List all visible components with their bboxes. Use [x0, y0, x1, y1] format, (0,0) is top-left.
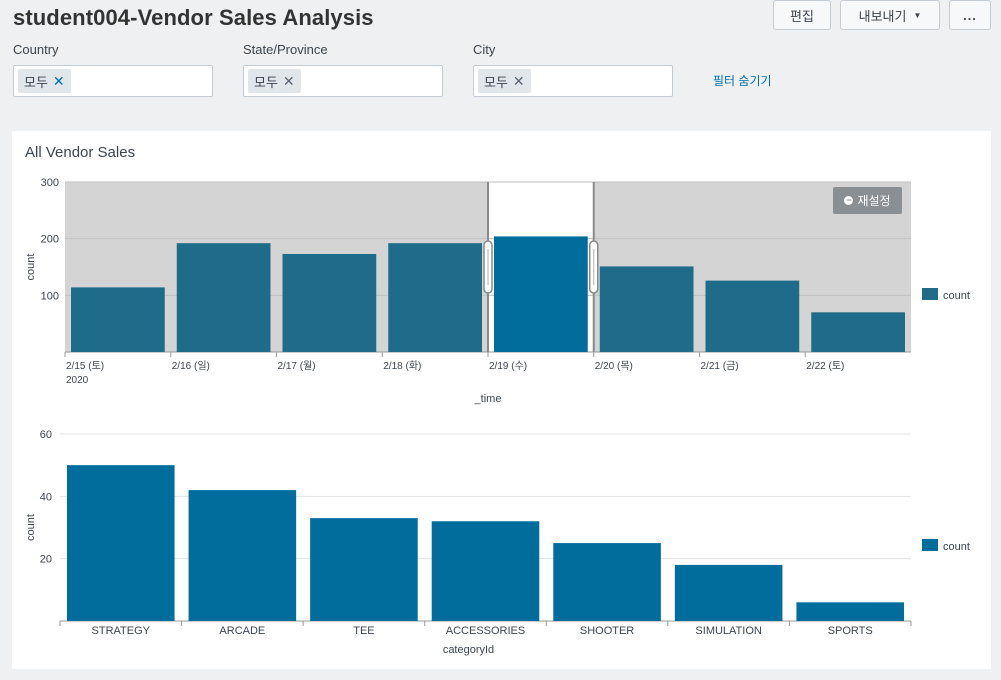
state-filter-input[interactable]: 모두 ✕ — [243, 65, 443, 97]
edit-button[interactable]: 편집 — [773, 0, 831, 30]
country-filter-input[interactable]: 모두 ✕ — [13, 65, 213, 97]
country-filter-token: 모두 ✕ — [18, 69, 71, 93]
remove-token-icon[interactable]: ✕ — [282, 72, 295, 89]
state-filter-token: 모두 ✕ — [248, 69, 301, 93]
charts-area: 100 200 300 2/15 (토) 2/16 (일) 2/17 (월) 2/18 (화… — [25, 177, 970, 656]
y-axis-title: count — [25, 254, 37, 281]
bar — [388, 243, 482, 352]
country-token-label: 모두 — [24, 74, 48, 90]
reset-selection-button[interactable]: − 재설정 — [833, 187, 902, 214]
more-button[interactable]: ... — [949, 0, 991, 30]
y-tick-label: 100 — [41, 290, 59, 302]
x-tick-label: 2/15 (토) — [66, 361, 104, 372]
export-button-label: 내보내기 — [858, 8, 907, 24]
state-token-label: 모두 — [254, 74, 278, 90]
legend-label: count — [943, 541, 970, 553]
legend-label: count — [943, 290, 970, 302]
x-tick-label: 2/22 (토) — [806, 361, 844, 372]
x-tick-label: 2/20 (목) — [595, 360, 633, 372]
bar — [705, 280, 800, 352]
legend-swatch — [922, 288, 938, 300]
x-axis-title: _time — [474, 393, 502, 405]
hide-filters-link[interactable]: 필터 숨기기 — [713, 74, 772, 88]
x-tick-label: 2/19 (수) — [489, 360, 527, 372]
bar — [796, 602, 904, 621]
country-filter-label: Country — [13, 42, 59, 57]
x-axis-title: categoryId — [443, 644, 494, 656]
x-tick-label: SPORTS — [828, 625, 873, 637]
remove-token-icon[interactable]: ✕ — [512, 72, 525, 89]
minus-circle-icon: − — [844, 195, 854, 205]
x-tick-label: SIMULATION — [695, 625, 761, 637]
caret-down-icon: ▼ — [913, 10, 922, 20]
state-filter-label: State/Province — [243, 42, 328, 57]
bar — [599, 266, 694, 352]
city-token-label: 모두 — [484, 74, 508, 90]
export-button[interactable]: 내보내기 ▼ — [840, 0, 940, 30]
x-tick-label: TEE — [353, 625, 374, 637]
bar — [71, 287, 165, 352]
reset-button-label: 재설정 — [857, 194, 891, 208]
y-tick-label: 40 — [40, 491, 52, 503]
bar — [310, 518, 418, 621]
y-tick-label: 20 — [40, 554, 52, 566]
bar — [431, 521, 540, 621]
x-tick-label: 2/18 (화) — [383, 360, 421, 372]
panel-title: All Vendor Sales — [25, 144, 136, 161]
dashboard-title: student004-Vendor Sales Analysis — [13, 5, 374, 30]
x-tick-label: STRATEGY — [92, 625, 151, 637]
y-axis-title: count — [25, 514, 37, 541]
x-tick-sublabel: 2020 — [66, 375, 89, 386]
city-filter-label: City — [473, 42, 496, 57]
bar — [188, 490, 297, 621]
x-tick-label: 2/21 (금) — [701, 360, 739, 372]
city-filter-token: 모두 ✕ — [478, 69, 531, 93]
bar — [282, 253, 377, 352]
y-tick-label: 60 — [40, 429, 52, 441]
x-tick-label: 2/17 (월) — [278, 360, 316, 372]
more-button-label: ... — [963, 7, 977, 23]
legend-swatch — [922, 539, 938, 551]
bar — [176, 243, 271, 352]
bar — [67, 465, 175, 621]
x-tick-label: ARCADE — [219, 625, 265, 637]
vendor-sales-panel: All Vendor Sales 100 200 300 2/15 (토) 2/16 (… — [12, 131, 991, 669]
y-tick-label: 300 — [41, 177, 59, 189]
bar — [811, 312, 905, 352]
bar — [494, 236, 588, 352]
edit-button-label: 편집 — [790, 8, 814, 24]
y-tick-label: 200 — [41, 234, 59, 246]
remove-token-icon[interactable]: ✕ — [52, 72, 65, 89]
x-tick-label: SHOOTER — [580, 625, 634, 637]
x-tick-label: ACCESSORIES — [446, 625, 525, 637]
bar — [674, 564, 783, 621]
x-tick-label: 2/16 (일) — [172, 360, 210, 372]
city-filter-input[interactable]: 모두 ✕ — [473, 65, 673, 97]
bar — [553, 543, 661, 621]
